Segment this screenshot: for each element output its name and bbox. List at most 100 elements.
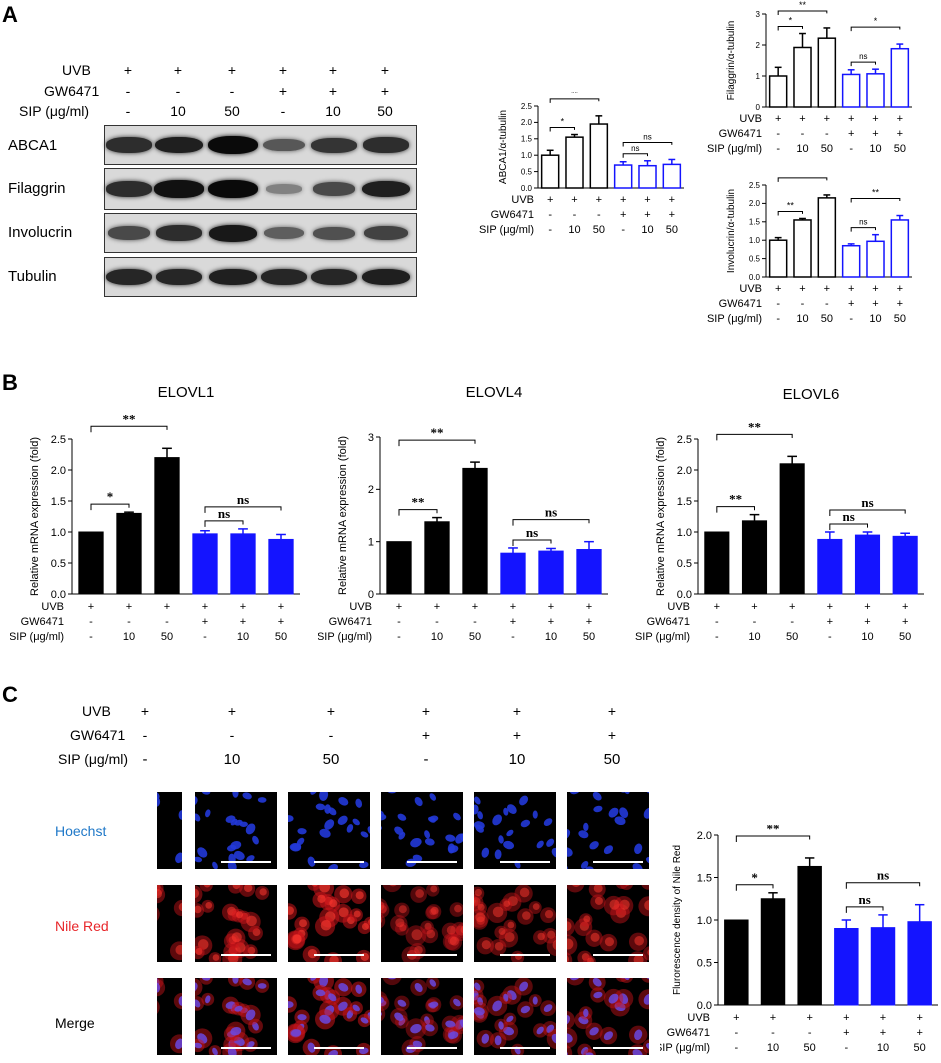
nucleus — [205, 995, 211, 1004]
lipid-stain — [615, 885, 628, 889]
cond-uvb: + — [644, 194, 650, 206]
nucleus — [543, 818, 553, 827]
sig-label: ns — [526, 525, 538, 540]
y-axis-label: Involucrin/α-tubulin — [726, 189, 737, 273]
lipid-spot — [474, 897, 476, 904]
bar — [268, 538, 294, 595]
lipid-spot — [157, 889, 163, 899]
cond-gw6471: - — [573, 209, 577, 221]
nucleus — [474, 796, 481, 805]
cond-gw6471: + — [916, 1027, 922, 1039]
lipid-stain — [381, 1006, 386, 1022]
lipid-spot — [522, 911, 531, 920]
cond-label-sip: SIP (μg/ml) — [660, 1042, 710, 1054]
cond-label-gw6471: GW6471 — [719, 128, 762, 140]
wb-row-label-gw6471: GW6471 — [44, 83, 100, 99]
cond-label-sip: SIP (μg/ml) — [318, 631, 372, 643]
lipid-spot — [389, 885, 397, 887]
nucleus — [646, 1043, 649, 1050]
nucleus — [290, 1029, 302, 1037]
cond-gw6471: + — [669, 209, 675, 221]
nucleus — [608, 807, 619, 818]
nucleus — [474, 1007, 485, 1016]
cond-sip: 10 — [431, 631, 443, 643]
cond-sip: 50 — [821, 313, 833, 325]
wb-cond-gw6471-3: + — [278, 83, 288, 99]
cond-label-sip: SIP (μg/ml) — [707, 143, 762, 155]
lipid-stain — [157, 907, 160, 921]
sig-bracket — [204, 520, 244, 527]
cond-uvb: + — [714, 601, 720, 613]
lipid-spot — [619, 899, 630, 910]
mic-cond-uvb-4: + — [512, 703, 522, 719]
nucleus — [397, 999, 407, 1007]
cond-uvb: + — [848, 113, 854, 125]
lipid-stain — [390, 915, 408, 933]
y-tick-label: 0.5 — [697, 957, 712, 969]
sig-bracket — [398, 439, 476, 447]
nucleus — [429, 979, 437, 987]
lipid-spot — [447, 935, 457, 945]
nucleus — [197, 847, 208, 858]
cond-gw6471: + — [620, 209, 626, 221]
bar — [638, 164, 657, 189]
cond-uvb: + — [510, 601, 516, 613]
lipid-spot — [446, 925, 456, 935]
lipid-stain — [195, 978, 203, 997]
blot-band — [265, 184, 303, 194]
nucleus — [414, 982, 423, 993]
cond-uvb: + — [596, 194, 602, 206]
cond-sip: - — [715, 631, 719, 643]
nucleus — [619, 807, 629, 818]
lipid-spot — [235, 942, 246, 953]
cond-uvb: + — [240, 601, 246, 613]
y-tick-label: 0.5 — [521, 167, 533, 176]
lipid-spot — [247, 946, 256, 955]
sig-label: ** — [748, 419, 761, 434]
lipid-spot — [430, 906, 439, 915]
cond-label-uvb: UVB — [41, 601, 64, 613]
nucleus — [178, 996, 182, 1006]
cond-uvb: + — [620, 194, 626, 206]
nucleus — [310, 978, 318, 981]
bar — [841, 244, 861, 278]
blot-band — [154, 180, 204, 198]
cond-uvb: + — [775, 283, 781, 295]
lipid-stain — [425, 906, 439, 920]
nucleus — [506, 829, 514, 837]
nucleus — [429, 815, 439, 822]
cond-uvb: + — [824, 283, 830, 295]
blot-band — [208, 136, 258, 154]
lipid-spot — [227, 906, 237, 916]
nucleus — [589, 1027, 599, 1036]
lipid-stain — [499, 928, 519, 948]
y-axis-label: Relative mRNA expression (fold) — [29, 437, 41, 596]
lipid-spot — [414, 945, 423, 955]
wb-cond-sip-1: 10 — [170, 103, 186, 119]
bar — [424, 521, 450, 595]
nucleus — [643, 993, 649, 1005]
bar — [797, 865, 822, 1006]
mic-cond-gw6471-0: - — [142, 727, 148, 743]
cond-sip: 50 — [786, 631, 798, 643]
cond-gw6471: + — [897, 128, 903, 140]
nucleus — [592, 792, 602, 801]
panel-letter-b: B — [2, 370, 18, 395]
cond-gw6471: - — [127, 616, 131, 628]
nucleus — [233, 850, 245, 860]
sig-label: ** — [787, 200, 795, 210]
nucleus — [202, 978, 211, 981]
mic-cond-gw6471-4: + — [512, 727, 522, 743]
cond-label-sip: SIP (μg/ml) — [707, 313, 762, 325]
cond-uvb: + — [775, 113, 781, 125]
nucleus — [197, 1033, 208, 1044]
y-tick-label: 1.5 — [51, 496, 66, 508]
sig-bracket — [90, 425, 168, 433]
mic-cond-gw6471-2: - — [328, 727, 334, 743]
lipid-spot — [353, 910, 361, 918]
panel-letter-a: A — [2, 2, 18, 27]
cond-uvb: + — [880, 1012, 886, 1024]
sig-label: ** — [412, 495, 425, 510]
cond-sip: 10 — [767, 1042, 779, 1054]
nucleus — [520, 819, 531, 828]
